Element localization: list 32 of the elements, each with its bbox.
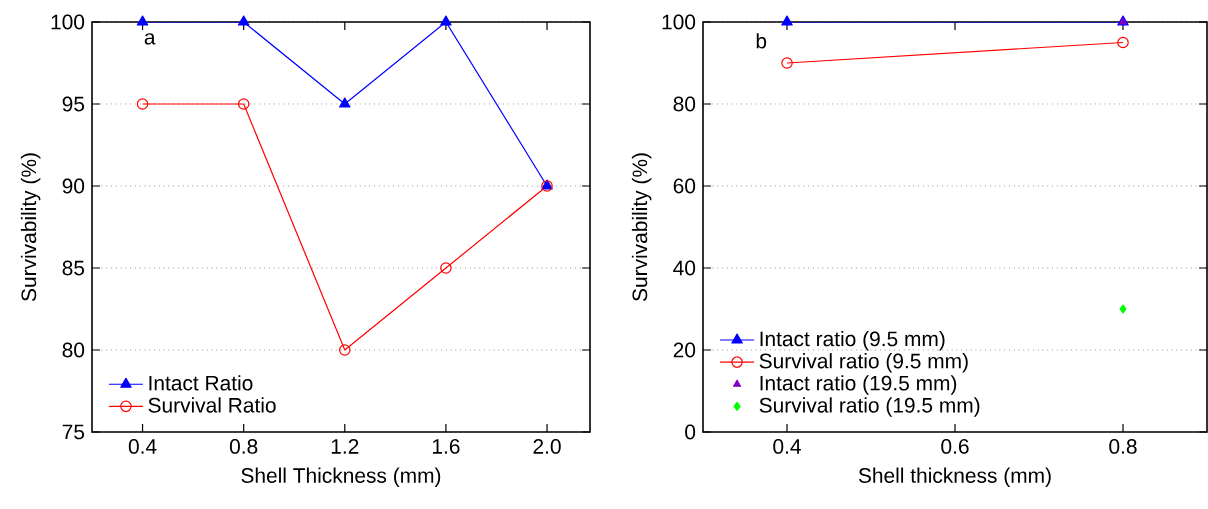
y-tick-label: 20: [673, 342, 696, 358]
y-tick-label: 0: [685, 424, 696, 440]
x-tick-label: 0.8: [229, 439, 258, 454]
annotation: a: [144, 33, 156, 45]
x-tick-label: 2.0: [533, 439, 561, 454]
y-tick-label: 100: [51, 14, 85, 30]
legend-label: Survival ratio (9.5 mm): [759, 353, 968, 373]
x-tick-label: 1.2: [331, 439, 359, 454]
legend-label: Intact ratio (19.5 mm): [760, 375, 957, 395]
legend-label: Survival ratio (19.5 mm): [759, 397, 980, 417]
y-axis-title: Survivability (%): [20, 153, 41, 302]
y-tick-label: 80: [673, 96, 696, 112]
y-tick-label: 40: [673, 260, 696, 276]
x-tick-label: 1.6: [432, 439, 460, 454]
y-tick-label: 95: [62, 96, 85, 112]
legend-label: Intact ratio (9.5 mm): [760, 330, 945, 351]
annotation: b: [756, 33, 767, 49]
x-tick-label: 0.4: [773, 439, 801, 454]
x-tick-label: 0.4: [128, 439, 157, 454]
x-tick-label: 0.8: [1109, 439, 1137, 454]
x-axis-title: Shell Thickness (mm): [241, 467, 441, 488]
y-axis-title: Survivability (%): [631, 153, 652, 302]
y-tick-label: 75: [62, 424, 85, 440]
y-tick-label: 60: [673, 178, 696, 194]
y-tick-label: 90: [62, 178, 85, 194]
x-axis-title: Shell thickness (mm): [858, 467, 1051, 488]
y-tick-label: 85: [62, 260, 85, 276]
y-tick-label: 80: [62, 342, 85, 358]
x-tick-label: 0.6: [941, 439, 969, 454]
legend-label: Survival Ratio: [148, 397, 276, 413]
legend-label: Intact Ratio: [149, 375, 253, 391]
y-tick-label: 100: [662, 14, 696, 30]
